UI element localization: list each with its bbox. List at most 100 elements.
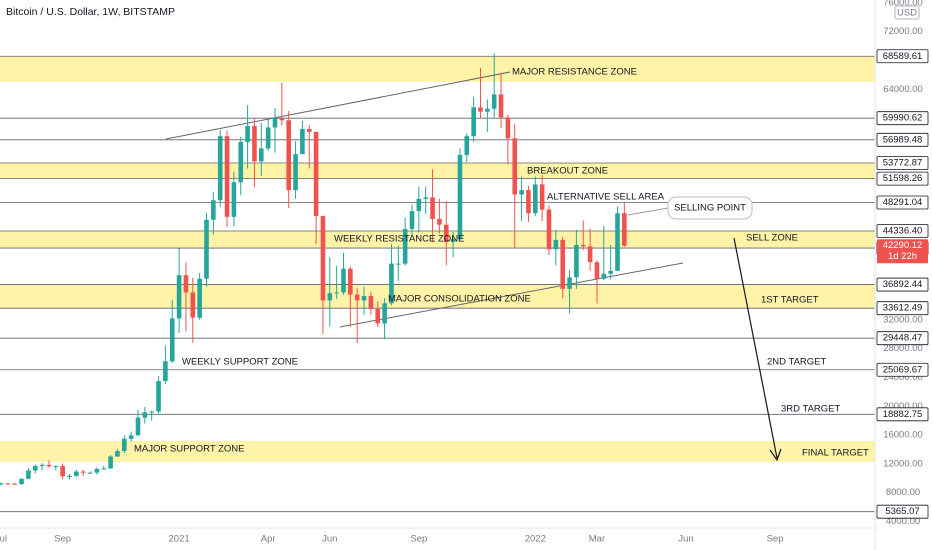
- annotation: WEEKLY SUPPORT ZONE: [182, 357, 298, 368]
- y-tick-label: 16000.00: [883, 430, 923, 441]
- level-label: 36892.44: [883, 279, 923, 290]
- candle-body: [67, 475, 72, 477]
- candle-body: [217, 136, 223, 201]
- level-label-box: [876, 132, 929, 147]
- candle-body: [224, 136, 230, 217]
- candle-body: [46, 464, 52, 467]
- candle-body: [53, 466, 59, 468]
- zone: [0, 440, 875, 462]
- level-label-box: [876, 49, 929, 64]
- candle-body: [142, 412, 148, 418]
- candle-body: [457, 154, 463, 240]
- price-label-box: [877, 239, 928, 264]
- candle-body: [32, 466, 38, 471]
- x-tick-label: Sep: [54, 534, 71, 545]
- candle-body: [526, 190, 531, 214]
- candle-body: [272, 118, 278, 128]
- candle-body: [197, 278, 202, 318]
- x-tick-label: Sep: [410, 534, 427, 545]
- candle-body: [252, 126, 257, 162]
- candle-body: [211, 200, 216, 220]
- level-label: 29448.47: [883, 333, 923, 344]
- level-label: 53772.87: [883, 158, 923, 169]
- candle-body: [402, 229, 408, 264]
- level-label-box: [876, 224, 929, 238]
- candle-body: [149, 411, 154, 413]
- candle-body: [354, 294, 360, 301]
- level-label-box: [876, 504, 929, 519]
- annotation: SELL ZONE: [746, 233, 798, 244]
- candle-body: [389, 263, 394, 304]
- level-label: 59990.62: [883, 113, 923, 124]
- candle-body: [361, 296, 367, 301]
- level-label-box: [876, 156, 929, 170]
- level-label-box: [876, 362, 929, 377]
- candle-body: [0, 483, 4, 485]
- candle-body: [12, 483, 17, 485]
- candle-body: [115, 451, 120, 457]
- candle-body: [553, 239, 559, 250]
- candle-body: [601, 273, 607, 279]
- annotation: MAJOR RESISTANCE ZONE: [512, 67, 637, 78]
- candle-body: [94, 468, 100, 473]
- candle-body: [26, 470, 31, 479]
- level-label: 33612.49: [883, 303, 923, 314]
- candle-body: [320, 216, 326, 301]
- candle-body: [87, 472, 93, 474]
- annotation: 3RD TARGET: [781, 404, 840, 415]
- level-label: 51598.26: [883, 173, 923, 184]
- y-tick-label: 4000.00: [886, 516, 920, 527]
- level-label: 56989.48: [883, 134, 923, 145]
- candle-body: [567, 277, 572, 289]
- candle-body: [382, 303, 387, 324]
- level-label: 18882.75: [883, 409, 923, 420]
- candle-body: [443, 224, 449, 243]
- annotation: MAJOR CONSOLIDATION ZONE: [388, 294, 531, 305]
- candle-body: [5, 483, 11, 485]
- annotation: MAJOR SUPPORT ZONE: [134, 444, 245, 455]
- candle-body: [163, 361, 168, 382]
- candle-body: [80, 471, 86, 473]
- candle-body: [306, 128, 312, 132]
- level-label-box: [876, 171, 929, 186]
- zone: [0, 56, 875, 82]
- level-label-box: [876, 407, 929, 422]
- x-tick-label: Jun: [678, 534, 693, 545]
- candle-body: [334, 292, 339, 294]
- candle-body: [368, 296, 374, 310]
- level-label: 5365.07: [885, 506, 919, 517]
- price-label: 42290.12: [883, 240, 923, 251]
- x-tick-label: 2022: [525, 534, 546, 545]
- y-tick-label: 28000.00: [883, 343, 923, 354]
- candle-body: [348, 268, 353, 295]
- level-label-box: [876, 111, 929, 126]
- candle-body: [580, 244, 586, 247]
- annotation: 2ND TARGET: [767, 357, 826, 368]
- candle-body: [327, 293, 333, 301]
- level-label: 68589.61: [883, 51, 923, 62]
- candle-body: [313, 131, 319, 217]
- callout-line: [627, 207, 669, 216]
- y-tick-label: 12000.00: [883, 458, 923, 469]
- candle-body: [231, 182, 237, 217]
- candle-body: [560, 239, 565, 289]
- arrow-head: [769, 448, 782, 462]
- level-label: 48291.04: [883, 197, 923, 208]
- candle-body: [498, 94, 504, 118]
- x-tick-label: Apr: [261, 534, 276, 545]
- candle-body: [423, 197, 428, 199]
- level-label: 25069.67: [883, 364, 923, 375]
- candle-body: [128, 435, 134, 439]
- candle-body: [341, 268, 346, 293]
- candle-body: [19, 478, 24, 485]
- candle-body: [108, 456, 113, 469]
- candle-body: [245, 126, 250, 142]
- candle-body: [169, 318, 175, 362]
- currency: USD: [897, 8, 917, 19]
- candle-body: [512, 138, 518, 195]
- x-tick-label: 2021: [169, 534, 190, 545]
- level-label-box: [876, 331, 929, 346]
- candle-body: [122, 438, 127, 452]
- candle-body: [471, 107, 476, 137]
